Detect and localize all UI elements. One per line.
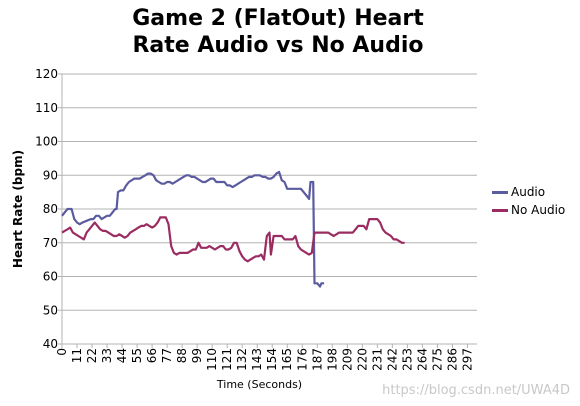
legend-label-audio: Audio xyxy=(511,185,546,199)
legend-item-audio: Audio xyxy=(492,185,545,199)
y-tick-label: 40 xyxy=(43,337,58,351)
legend-swatch-no-audio xyxy=(492,209,508,212)
x-tick-label: 176 xyxy=(295,348,309,371)
y-tick-label: 50 xyxy=(43,303,58,317)
x-tick-label: 22 xyxy=(85,348,99,363)
x-tick-label: 286 xyxy=(445,348,459,371)
x-tick-label: 0 xyxy=(55,348,69,356)
x-tick-label: 110 xyxy=(205,348,219,371)
chart-title-line-2: Rate Audio vs No Audio xyxy=(132,33,424,58)
x-tick-label: 198 xyxy=(325,348,339,371)
y-tick-label: 100 xyxy=(35,135,58,149)
x-tick-label: 77 xyxy=(160,348,174,363)
x-tick-label: 165 xyxy=(280,348,294,371)
watermark: https://blog.csdn.net/UWA4D xyxy=(382,383,570,398)
series-line-audio xyxy=(61,170,325,288)
x-tick-label: 55 xyxy=(130,348,144,363)
x-tick-label: 132 xyxy=(235,348,249,371)
x-tick-label: 297 xyxy=(460,348,474,371)
x-tick-label: 44 xyxy=(115,348,129,363)
y-tick-label: 80 xyxy=(43,202,58,216)
y-axis-title: Heart Rate (bpm) xyxy=(11,150,25,268)
y-tick-label: 60 xyxy=(43,270,58,284)
x-tick-label: 99 xyxy=(190,348,204,363)
x-tick-label: 242 xyxy=(385,348,399,371)
chart-title-line-1: Game 2 (FlatOut) Heart xyxy=(132,6,424,31)
x-axis-title: Time (Seconds) xyxy=(216,378,302,391)
series-line-no-audio xyxy=(61,216,405,263)
y-tick-label: 90 xyxy=(43,168,58,182)
x-tick-label: 187 xyxy=(310,348,324,371)
x-tick-label: 209 xyxy=(340,348,354,371)
legend-swatch-audio xyxy=(492,191,508,194)
x-tick-label: 253 xyxy=(400,348,414,371)
x-tick-label: 154 xyxy=(265,348,279,371)
x-tick-label: 275 xyxy=(430,348,444,371)
legend-item-no-audio: No Audio xyxy=(492,203,565,217)
y-tick-label: 120 xyxy=(35,67,58,81)
x-tick-label: 66 xyxy=(145,348,159,363)
x-tick-label: 220 xyxy=(355,348,369,371)
x-tick-label: 33 xyxy=(100,348,114,363)
y-tick-label: 110 xyxy=(35,101,58,115)
x-tick-label: 11 xyxy=(70,348,84,363)
y-tick-label: 70 xyxy=(43,236,58,250)
x-tick-label: 121 xyxy=(220,348,234,371)
legend-label-no-audio: No Audio xyxy=(511,203,566,217)
x-tick-label: 143 xyxy=(250,348,264,371)
x-tick-label: 231 xyxy=(370,348,384,371)
x-tick-label: 264 xyxy=(415,348,429,371)
x-tick-label: 88 xyxy=(175,348,189,363)
